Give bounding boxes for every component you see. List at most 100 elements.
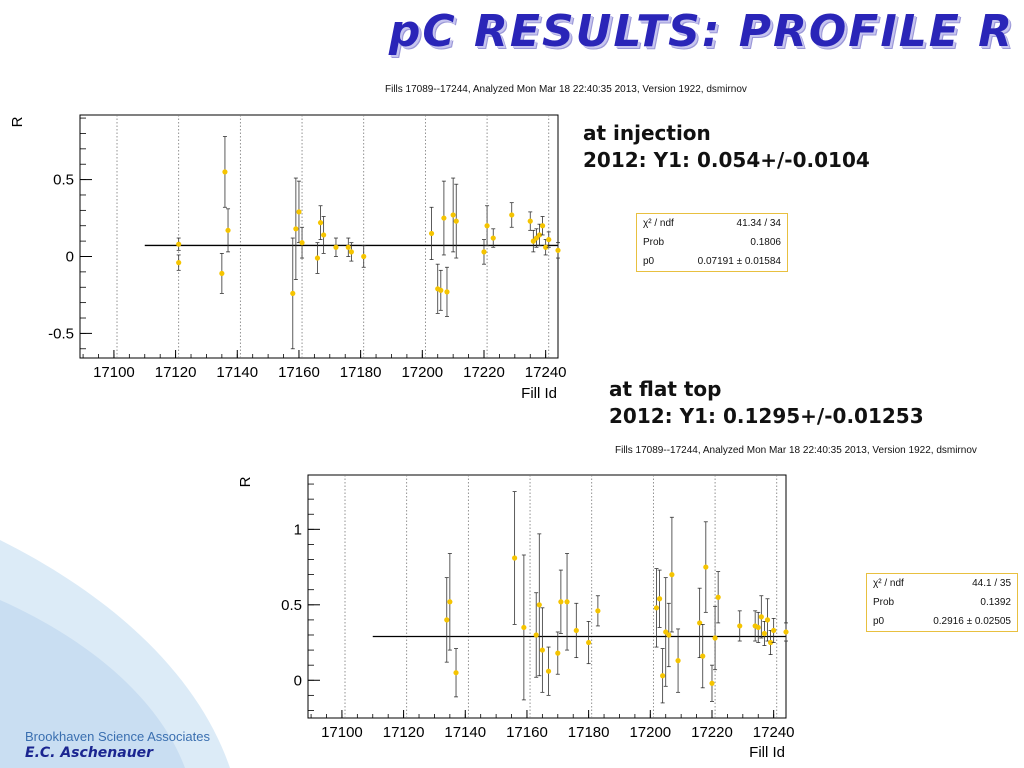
plot-frame (307, 474, 787, 719)
annotation-flattop-value: 2012: Y1: 0.1295+/-0.01253 (609, 404, 924, 428)
fit-prob-label: Prob (873, 597, 895, 608)
data-point (176, 260, 182, 266)
x-tick-label: 17200 (401, 364, 443, 381)
data-point (666, 632, 672, 638)
data-point (453, 670, 459, 676)
annotation-injection-label: at injection (583, 121, 711, 145)
data-point (438, 287, 444, 293)
data-point (656, 596, 663, 602)
data-point (715, 594, 721, 600)
data-point (712, 635, 718, 641)
y-tick-label: 0.5 (281, 597, 302, 614)
fit-p0-value: 0.2916 ± 0.02505 (933, 616, 1011, 627)
footer-organization: Brookhaven Science Associates (25, 729, 210, 744)
data-point (321, 232, 327, 238)
x-tick-label: 17100 (321, 724, 363, 741)
x-tick-label: 17180 (568, 724, 610, 741)
data-point (660, 673, 666, 679)
data-point (290, 290, 296, 297)
x-tick-label: 17120 (155, 364, 197, 381)
x-tick-label: 17200 (629, 724, 671, 741)
x-tick-label: 17240 (525, 364, 567, 381)
fit-p0-label: p0 (873, 616, 885, 627)
data-point (543, 244, 549, 250)
fit-row-p0: p0 0.2916 ± 0.02505 (867, 612, 1017, 631)
data-point (333, 244, 339, 250)
data-point (546, 236, 552, 243)
data-point (521, 624, 527, 631)
data-point (558, 599, 564, 605)
plot-header-flattop: Fills 17089--17244, Analyzed Mon Mar 18 … (615, 445, 977, 456)
x-tick-label: 17180 (340, 364, 382, 381)
footer-author: E.C. Aschenauer (25, 745, 154, 761)
data-point (447, 599, 453, 605)
data-point (453, 218, 459, 224)
data-point (222, 169, 228, 175)
annotation-injection-value: 2012: Y1: 0.054+/-0.0104 (583, 148, 870, 172)
annotation-flattop-label: at flat top (609, 377, 722, 401)
data-point (767, 639, 774, 646)
fit-row-chi2: χ² / ndf 41.34 / 34 (637, 214, 787, 233)
data-point (428, 230, 435, 237)
data-point (675, 658, 681, 664)
y-tick-label: 0.5 (53, 172, 74, 189)
fit-chi2-value: 41.34 / 34 (736, 218, 781, 229)
data-point (573, 627, 579, 634)
fit-prob-label: Prob (643, 237, 665, 248)
annotation-flattop: at flat top 2012: Y1: 0.1295+/-0.01253 (609, 376, 924, 430)
fit-p0-label: p0 (643, 256, 655, 267)
data-point (441, 215, 447, 221)
data-point (536, 602, 542, 608)
data-point (444, 617, 450, 623)
x-axis-label: Fill Id (749, 744, 785, 761)
fit-prob-value: 0.1806 (750, 237, 781, 248)
data-point (444, 289, 450, 295)
fit-row-p0: p0 0.07191 ± 0.01584 (637, 252, 787, 271)
data-point (703, 564, 709, 570)
data-point (595, 608, 601, 614)
data-point (755, 624, 761, 631)
x-axis-label: Fill Id (521, 385, 557, 402)
data-point (564, 599, 570, 605)
fit-chi2-label: χ² / ndf (643, 218, 674, 229)
data-point (700, 653, 706, 659)
data-point (299, 240, 305, 246)
data-point (484, 223, 490, 229)
x-tick-label: 17140 (444, 724, 486, 741)
y-tick-label: 0 (66, 248, 74, 265)
data-point (737, 623, 743, 629)
data-point (296, 209, 302, 215)
data-point (783, 629, 789, 635)
data-point (490, 235, 496, 241)
plot-frame (79, 114, 559, 359)
data-point (293, 226, 299, 232)
data-point (539, 223, 546, 229)
x-tick-label: 17160 (278, 364, 320, 381)
x-tick-label: 17100 (93, 364, 135, 381)
data-point (481, 249, 487, 255)
annotation-injection: at injection 2012: Y1: 0.054+/-0.0104 (583, 120, 870, 174)
data-point (555, 247, 561, 253)
chart-flattop: 17100 17120 17140 17160 17180 17200 17220 17240… (237, 474, 795, 761)
fit-p0-value: 0.07191 ± 0.01584 (697, 256, 781, 267)
x-tick-label: 17220 (691, 724, 733, 741)
data-point (176, 241, 182, 247)
data-point (545, 668, 552, 674)
data-point (317, 220, 324, 226)
data-point (555, 650, 561, 656)
x-tick-label: 17220 (463, 364, 505, 381)
data-point (709, 680, 715, 686)
fit-row-prob: Prob 0.1806 (637, 233, 787, 252)
data-point (348, 249, 354, 255)
data-point (539, 647, 545, 653)
plot-header-injection: Fills 17089--17244, Analyzed Mon Mar 18 … (385, 84, 747, 95)
fit-row-prob: Prob 0.1392 (867, 593, 1017, 612)
data-point (536, 232, 543, 238)
data-point (764, 617, 771, 623)
y-tick-label: -0.5 (48, 325, 74, 342)
fit-stats-box-flattop: χ² / ndf 44.1 / 35 Prob 0.1392 p0 0.2916… (866, 573, 1018, 632)
data-point (512, 555, 518, 561)
data-point (758, 614, 764, 620)
